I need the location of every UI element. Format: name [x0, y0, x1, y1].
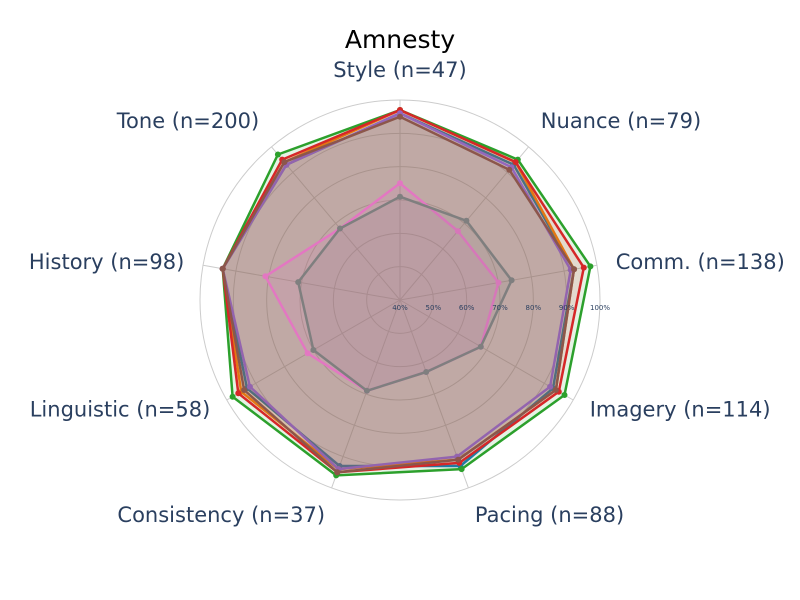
axis-label: Style (n=47): [333, 58, 466, 82]
series-7-point: [262, 273, 269, 280]
axis-label: History (n=98): [29, 250, 184, 274]
series-6-point: [455, 456, 462, 463]
series-6-point: [219, 265, 226, 272]
series-4-point: [235, 390, 242, 397]
series-5-point: [246, 383, 253, 390]
series-6-point: [241, 387, 248, 393]
series-7-point: [304, 350, 311, 357]
radial-tick-label: 90%: [559, 304, 575, 312]
axis-label: Comm. (n=138): [616, 250, 785, 274]
series-6-point: [552, 387, 559, 393]
series-7-point: [454, 228, 461, 235]
series-6-point: [397, 113, 403, 120]
series-8-point: [508, 277, 515, 284]
radial-tick-label: 70%: [492, 304, 508, 312]
series-layer: [219, 107, 594, 479]
axis-label: Pacing (n=88): [475, 503, 624, 527]
series-7-point: [495, 279, 502, 286]
series-8-point: [477, 343, 484, 350]
series-3-area: [221, 108, 592, 477]
series-3-point: [274, 151, 281, 158]
series-4-point: [580, 264, 587, 271]
axis-label: Consistency (n=37): [117, 503, 325, 527]
radial-tick-label: 60%: [459, 304, 475, 312]
series-6-area: [221, 115, 576, 474]
series-5-point: [547, 383, 554, 390]
radial-tick-label: 100%: [590, 304, 610, 312]
grid-spoke: [271, 146, 401, 301]
series-3-point: [229, 393, 236, 400]
axis-label: Nuance (n=79): [541, 109, 701, 133]
series-8-point: [337, 225, 343, 232]
series-8-area: [296, 195, 513, 393]
grid-spoke: [399, 299, 574, 401]
axis-label: Tone (n=200): [116, 109, 259, 133]
axis-label: Linguistic (n=58): [30, 398, 211, 422]
chart-title: Amnesty: [345, 25, 456, 54]
series-3-point: [587, 263, 594, 270]
radial-tick-label: 40%: [392, 304, 408, 312]
grid-spoke: [202, 264, 401, 301]
series-3-point: [458, 466, 465, 473]
radar-grid: [199, 99, 601, 501]
series-4-area: [221, 108, 586, 474]
grid-spoke: [331, 299, 401, 489]
series-8-point: [363, 387, 370, 394]
series-6-point: [281, 159, 288, 166]
series-8-point: [397, 193, 403, 200]
series-6-point: [334, 469, 341, 476]
series-8-point: [310, 347, 317, 353]
series-8-point: [295, 279, 302, 286]
series-7-point: [397, 180, 403, 187]
series-6-point: [506, 166, 513, 173]
radial-tick-label: 80%: [526, 304, 542, 312]
radial-tick-label: 50%: [426, 304, 442, 312]
series-4-point: [512, 159, 519, 166]
axis-label: Imagery (n=114): [590, 398, 771, 422]
series-8-point: [463, 217, 470, 224]
grid-spoke: [399, 146, 529, 301]
axis-labels: Style (n=47) Nuance (n=79) Comm. (n=138) Im…: [29, 58, 785, 527]
radial-tick-labels: 40% 50% 60% 70% 80% 90% 100%: [392, 304, 610, 312]
series-3-point: [561, 392, 568, 398]
series-8-point: [423, 369, 430, 375]
series-6-point: [571, 266, 577, 273]
